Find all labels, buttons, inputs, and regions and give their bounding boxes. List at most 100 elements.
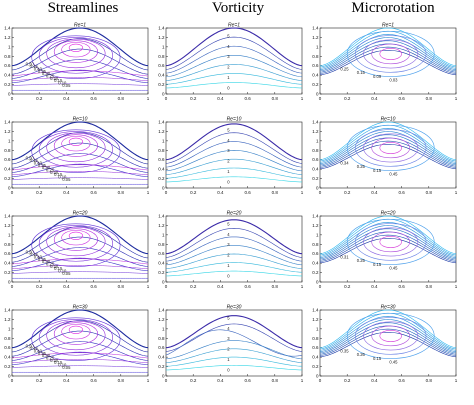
streamline-loop	[68, 231, 84, 240]
contour-label: 0	[227, 367, 230, 372]
streamline	[11, 171, 149, 176]
y-tick-label: 1	[8, 232, 11, 237]
x-tick-label: 0.2	[190, 96, 197, 101]
x-tick-label: 0	[165, 190, 168, 195]
microrotation-loop	[355, 129, 427, 167]
y-tick-label: 0	[316, 186, 319, 191]
plot-frame	[319, 309, 457, 377]
contour-label: 0.25	[46, 356, 55, 361]
y-tick-label: 0.6	[312, 157, 319, 162]
y-tick-label: 0.8	[158, 336, 165, 341]
contour-label: 2	[227, 159, 230, 164]
contour-label: 4	[227, 232, 230, 237]
streamline-loop	[38, 131, 113, 168]
microrotation-loop	[363, 321, 419, 351]
microrotation-loop	[363, 39, 419, 69]
y-tick-label: 0.8	[158, 242, 165, 247]
vorticity-contour	[165, 270, 303, 277]
contour-label: 0.15	[54, 266, 63, 271]
y-tick-label: 1.2	[158, 223, 165, 228]
y-tick-label: 1.2	[312, 129, 319, 134]
y-tick-label: 1.2	[158, 35, 165, 40]
y-tick-label: 0.8	[158, 54, 165, 59]
microrotation-loop	[355, 223, 427, 261]
microrotation-contour	[319, 40, 457, 72]
streamline-loop	[31, 35, 121, 79]
y-tick-label: 0.4	[158, 355, 165, 360]
contour-label: 0.40	[34, 254, 43, 259]
contour-label: 0.20	[50, 264, 59, 269]
x-tick-label: 0.6	[398, 378, 405, 383]
vorticity-contour	[165, 219, 303, 255]
y-tick-label: 1	[162, 44, 165, 49]
y-tick-label: 0.4	[158, 73, 165, 78]
contour-label: 0.40	[34, 160, 43, 165]
x-tick-label: 0.4	[63, 190, 70, 195]
y-tick-label: 1.4	[4, 214, 11, 219]
microrotation-contour	[319, 49, 457, 76]
streamline	[11, 258, 149, 265]
y-tick-label: 1	[8, 326, 11, 331]
streamline-loop	[61, 230, 91, 246]
y-tick-label: 0.8	[4, 148, 11, 153]
y-tick-label: 0.2	[158, 82, 165, 87]
contour-label: 0.20	[50, 358, 59, 363]
y-tick-label: 1	[162, 232, 165, 237]
streamline	[11, 247, 149, 267]
streamline	[11, 69, 149, 83]
x-tick-label: 1	[301, 284, 304, 289]
microrotation-contour	[319, 331, 457, 358]
y-tick-label: 1.4	[312, 308, 319, 313]
microrotation-loop	[379, 47, 402, 60]
vorticity-contour	[165, 176, 303, 183]
streamline	[11, 27, 149, 67]
y-tick-label: 0.4	[158, 261, 165, 266]
contour-label: 0.50	[26, 250, 35, 255]
contour-label: 0.15	[54, 78, 63, 83]
contour-label: 4	[227, 44, 230, 49]
contour-label: 0.15	[54, 360, 63, 365]
streamline	[11, 59, 149, 79]
y-tick-label: 0	[8, 92, 11, 97]
streamline-loop	[68, 43, 84, 52]
microrotation-contour	[319, 134, 457, 166]
y-tick-label: 0.2	[158, 270, 165, 275]
y-tick-label: 0.2	[312, 364, 319, 369]
y-tick-label: 1.2	[4, 35, 11, 40]
x-tick-label: 0.2	[190, 284, 197, 289]
x-tick-label: 0.4	[371, 96, 378, 101]
y-tick-label: 0	[162, 186, 165, 191]
streamline-loop	[46, 38, 106, 69]
x-tick-label: 0.2	[36, 378, 43, 383]
vorticity-contour	[165, 64, 303, 81]
microrotation-contour	[319, 237, 457, 264]
vorticity-contour	[165, 315, 303, 349]
x-tick-label: 0.6	[90, 96, 97, 101]
streamline	[11, 257, 149, 271]
y-tick-label: 1.4	[158, 308, 165, 313]
x-tick-label: 0.6	[90, 190, 97, 195]
microrotation-loop	[371, 325, 411, 347]
x-tick-label: 0.4	[371, 284, 378, 289]
x-tick-label: 0	[11, 190, 14, 195]
y-tick-label: 0.4	[4, 167, 11, 172]
vorticity-contour	[165, 132, 303, 164]
contour-label: 0.30	[42, 165, 51, 170]
y-tick-label: 0.6	[312, 63, 319, 68]
panel-microrotation-re-row-3: 1.4 1.2 1 0.8 0.6 0.4 0.2 00 0.2 0.4 0.6 0.8 1 Re=30 0…	[312, 305, 458, 384]
x-tick-label: 0.8	[426, 378, 433, 383]
contour-label: 0.09	[373, 74, 382, 79]
y-tick-label: 0	[8, 280, 11, 285]
streamline-loop	[53, 40, 98, 63]
y-tick-label: 0.6	[158, 157, 165, 162]
panel-microrotation-re-row-2: 1.4 1.2 1 0.8 0.6 0.4 0.2 00 0.2 0.4 0.6 0.8 1 Re=20 0…	[312, 211, 458, 290]
contour-label: 5	[227, 221, 230, 226]
streamline	[11, 77, 149, 82]
microrotation-loop	[355, 317, 427, 355]
microrotation-contour	[319, 121, 457, 161]
streamline-loop	[31, 223, 121, 267]
y-tick-label: 0.2	[312, 176, 319, 181]
y-tick-label: 0.4	[4, 355, 11, 360]
y-tick-label: 0.2	[4, 270, 11, 275]
microrotation-contour	[319, 309, 457, 349]
